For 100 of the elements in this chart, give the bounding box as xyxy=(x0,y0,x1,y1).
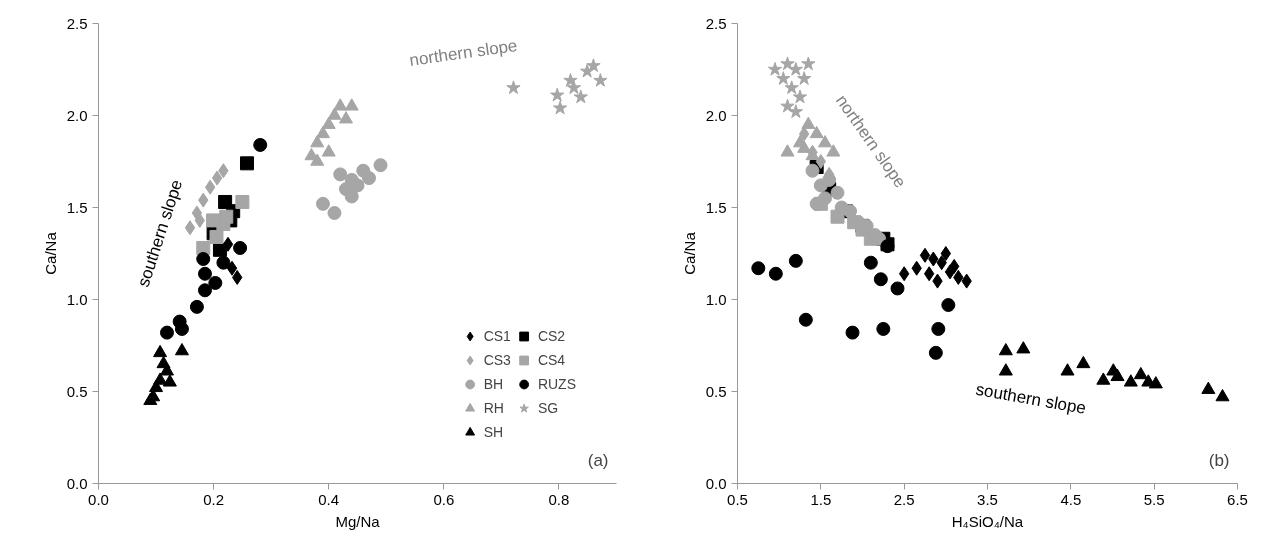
y-tick-label: 2.5 xyxy=(66,14,88,32)
point xyxy=(344,189,359,204)
point xyxy=(998,363,1013,376)
legend-label: BH xyxy=(483,376,504,392)
point xyxy=(327,206,342,221)
point xyxy=(550,87,565,102)
point xyxy=(1060,363,1075,376)
point xyxy=(219,209,234,224)
y-tick-label: 1.0 xyxy=(66,290,88,308)
point xyxy=(801,56,816,71)
point xyxy=(586,58,601,72)
point xyxy=(159,325,174,340)
point xyxy=(149,379,164,393)
point xyxy=(197,283,212,298)
point xyxy=(506,80,521,95)
point xyxy=(818,135,832,148)
point xyxy=(931,321,946,336)
point xyxy=(1110,368,1125,382)
x-tick-label: 0.8 xyxy=(548,490,570,508)
point xyxy=(780,144,795,157)
annotation: northern slope xyxy=(408,35,519,70)
x-tick-label: 6.5 xyxy=(1227,490,1248,508)
x-tick-label: 5.5 xyxy=(1143,490,1165,508)
point xyxy=(780,98,795,113)
y-tick-label: 1.5 xyxy=(66,198,88,216)
point xyxy=(593,73,608,87)
x-tick-label: 0.6 xyxy=(433,490,455,508)
point xyxy=(333,167,348,182)
point xyxy=(174,343,189,356)
y-tick-label: 0.5 xyxy=(66,382,88,400)
point xyxy=(1076,355,1091,369)
y-tick-label: 1.5 xyxy=(705,198,727,216)
legend-label: CS4 xyxy=(537,352,566,368)
point xyxy=(226,260,238,276)
x-axis-title: Mg/Na xyxy=(335,512,381,530)
point xyxy=(845,325,860,340)
point xyxy=(573,89,588,104)
y-tick-label: 2.0 xyxy=(705,106,727,124)
point xyxy=(338,111,353,124)
point xyxy=(1123,374,1138,387)
x-tick-label: 0.5 xyxy=(727,490,748,508)
point xyxy=(239,156,254,171)
point xyxy=(212,242,227,257)
point xyxy=(253,137,268,152)
legend-label: RUZS xyxy=(537,376,576,392)
point xyxy=(196,252,211,267)
point xyxy=(162,374,177,387)
point xyxy=(206,213,221,228)
y-tick-label: 1.0 xyxy=(705,290,727,308)
x-tick-label: 0.0 xyxy=(88,490,109,508)
point xyxy=(843,204,857,219)
x-tick-label: 0.4 xyxy=(318,490,340,508)
point xyxy=(928,345,943,360)
point xyxy=(156,355,171,369)
point xyxy=(350,178,365,193)
point xyxy=(321,116,336,129)
point xyxy=(373,158,388,173)
point xyxy=(315,125,330,139)
point xyxy=(310,153,325,166)
point xyxy=(798,312,813,327)
x-axis-title: H₄SiO₄/Na xyxy=(951,512,1024,530)
point xyxy=(1016,341,1031,354)
point xyxy=(172,314,187,329)
point xyxy=(876,321,891,336)
y-tick-label: 2.5 xyxy=(705,14,727,32)
point xyxy=(809,125,824,139)
annotation: (b) xyxy=(1208,450,1230,470)
point xyxy=(797,71,812,85)
y-tick-label: 0.0 xyxy=(705,474,727,492)
point xyxy=(189,299,204,314)
point xyxy=(362,171,377,186)
point xyxy=(767,62,783,76)
point xyxy=(552,100,568,115)
point xyxy=(216,255,231,270)
point xyxy=(344,98,359,111)
point xyxy=(233,240,248,255)
point xyxy=(768,266,783,281)
x-tick-label: 2.5 xyxy=(893,490,915,508)
legend-label: SH xyxy=(483,424,504,440)
point xyxy=(153,344,168,358)
legend-label: SG xyxy=(537,400,559,416)
x-tick-label: 0.2 xyxy=(203,490,225,508)
point xyxy=(780,56,795,71)
point xyxy=(315,196,330,211)
annotation: southern slope xyxy=(133,177,187,290)
point xyxy=(788,253,803,268)
point xyxy=(211,170,223,186)
annotation: (a) xyxy=(587,450,609,470)
point xyxy=(204,179,216,195)
point xyxy=(805,163,820,178)
x-tick-label: 1.5 xyxy=(810,490,832,508)
x-tick-label: 3.5 xyxy=(977,490,998,508)
legend-label: CS3 xyxy=(483,352,511,368)
point xyxy=(784,80,799,95)
point xyxy=(830,185,845,200)
point xyxy=(1215,389,1230,402)
legend-label: RH xyxy=(483,400,504,416)
point xyxy=(563,73,578,87)
point xyxy=(776,71,791,85)
x-tick-label: 4.5 xyxy=(1060,490,1082,508)
